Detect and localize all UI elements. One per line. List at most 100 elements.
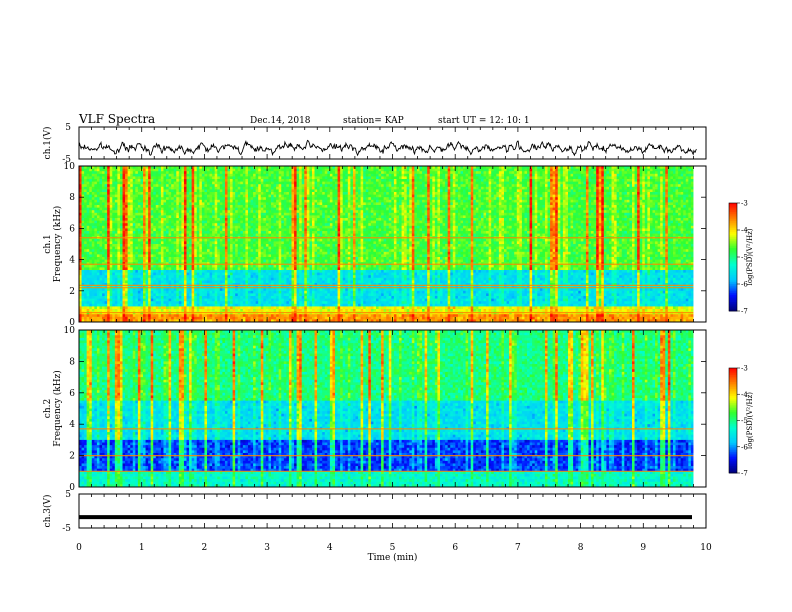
spectrogram-cell	[220, 208, 223, 211]
spectrogram-cell	[107, 192, 110, 195]
spectrogram-cell	[187, 270, 190, 273]
spectrogram-cell	[120, 314, 123, 317]
spectrogram-cell	[138, 257, 141, 260]
spectrogram-cell	[140, 265, 143, 268]
spectrogram-cell	[105, 221, 108, 224]
spectrogram-cell	[194, 205, 197, 208]
spectrogram-cell	[161, 200, 164, 203]
spectrogram-cell	[99, 197, 102, 200]
spectrogram-cell	[135, 293, 138, 296]
spectrogram-cell	[112, 223, 115, 226]
spectrogram-cell	[227, 278, 230, 281]
spectrogram-cell	[128, 231, 131, 234]
spectrogram-cell	[120, 239, 123, 242]
spectrogram-cell	[112, 280, 115, 283]
spectrogram-cell	[148, 205, 151, 208]
spectrogram-cell	[227, 257, 230, 260]
spectrogram-cell	[115, 215, 118, 218]
spectrogram-cell	[210, 301, 213, 304]
spectrogram-cell	[107, 197, 110, 200]
spectrogram-cell	[94, 278, 97, 281]
spectrogram-cell	[151, 309, 154, 312]
spectrogram-cell	[128, 314, 131, 317]
spectrogram-cell	[204, 205, 207, 208]
spectrogram-cell	[171, 200, 174, 203]
spectrogram-cell	[220, 187, 223, 190]
spectrogram-cell	[215, 304, 218, 307]
spectrogram-cell	[187, 176, 190, 179]
spectrogram-cell	[102, 254, 105, 257]
spectrogram-cell	[123, 299, 126, 302]
spectrogram-cell	[138, 215, 141, 218]
spectrogram-cell	[120, 187, 123, 190]
spectrogram-cell	[210, 202, 213, 205]
spectrogram-cell	[184, 171, 187, 174]
spectrogram-cell	[161, 280, 164, 283]
spectrogram-cell	[120, 265, 123, 268]
spectrogram-cell	[222, 215, 225, 218]
spectrogram-cell	[171, 226, 174, 229]
spectrogram-cell	[99, 247, 102, 250]
spectrogram-cell	[105, 257, 108, 260]
spectrogram-cell	[94, 234, 97, 237]
spectrogram-cell	[112, 254, 115, 257]
spectrogram-cell	[169, 260, 172, 263]
spectrogram-cell	[133, 208, 136, 211]
spectrogram-cell	[92, 275, 95, 278]
spectrogram-cell	[210, 192, 213, 195]
spectrogram-cell	[215, 306, 218, 309]
spectrogram-cell	[94, 169, 97, 172]
spectrogram-cell	[99, 171, 102, 174]
spectrogram-cell	[87, 234, 90, 237]
spectrogram-cell	[148, 179, 151, 182]
spectrogram-cell	[210, 257, 213, 260]
spectrogram-cell	[153, 171, 156, 174]
spectrogram-cell	[204, 187, 207, 190]
spectrogram-cell	[128, 226, 131, 229]
spectrogram-cell	[220, 291, 223, 294]
spectrogram-cell	[194, 202, 197, 205]
spectrogram-cell	[212, 309, 215, 312]
spectrogram-cell	[153, 169, 156, 172]
spectrogram-cell	[105, 270, 108, 273]
spectrogram-cell	[222, 231, 225, 234]
spectrogram-cell	[194, 314, 197, 317]
spectrogram-cell	[143, 244, 146, 247]
spectrogram-cell	[220, 260, 223, 263]
spectrogram-cell	[125, 192, 128, 195]
spectrogram-cell	[181, 265, 184, 268]
spectrogram-cell	[233, 187, 236, 190]
spectrogram-cell	[117, 221, 120, 224]
spectrogram-cell	[130, 187, 133, 190]
spectrogram-cell	[110, 218, 113, 221]
spectrogram-cell	[107, 213, 110, 216]
spectrogram-cell	[130, 249, 133, 252]
spectrogram-cell	[82, 239, 85, 242]
spectrogram-cell	[235, 260, 238, 263]
spectrogram-cell	[156, 306, 159, 309]
spectrogram-cell	[187, 174, 190, 177]
spectrogram-cell	[230, 257, 233, 260]
spectrogram-cell	[156, 200, 159, 203]
spectrogram-cell	[94, 189, 97, 192]
spectrogram-cell	[166, 270, 169, 273]
spectrogram-cell	[115, 187, 118, 190]
spectrogram-cell	[189, 239, 192, 242]
spectrogram-cell	[112, 299, 115, 302]
spectrogram-cell	[230, 241, 233, 244]
spectrogram-cell	[99, 218, 102, 221]
spectrogram-cell	[99, 241, 102, 244]
spectrogram-cell	[120, 208, 123, 211]
spectrogram-cell	[240, 273, 243, 276]
spectrogram-cell	[143, 265, 146, 268]
spectrogram-cell	[130, 267, 133, 270]
spectrogram-cell	[189, 249, 192, 252]
spectrogram-cell	[238, 200, 241, 203]
spectrogram-cell	[107, 189, 110, 192]
spectrogram-cell	[187, 213, 190, 216]
spectrogram-cell	[89, 273, 92, 276]
spectrogram-cell	[225, 223, 228, 226]
spectrogram-cell	[187, 275, 190, 278]
spectrogram-cell	[123, 252, 126, 255]
spectrogram-cell	[194, 174, 197, 177]
